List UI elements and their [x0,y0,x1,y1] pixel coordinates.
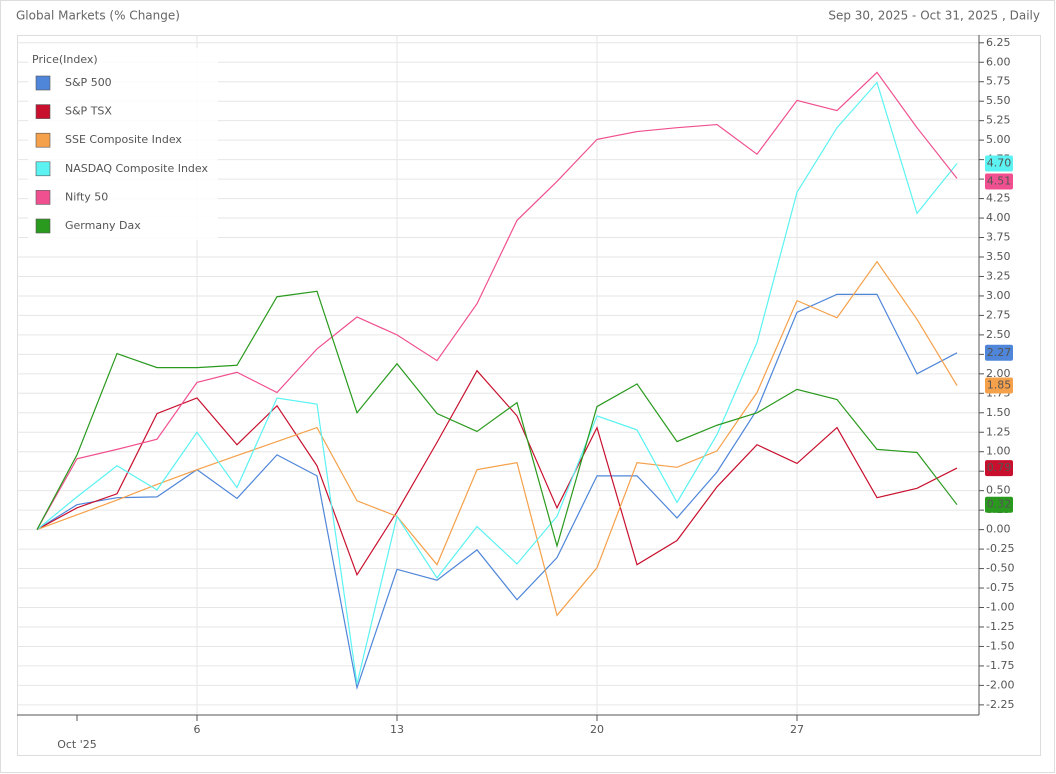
y-tick-label: 6.00 [986,55,1011,68]
x-tick-label: 27 [790,723,804,736]
legend-swatch [35,190,51,205]
y-tick-label: 6.25 [986,36,1011,49]
y-tick-label: -0.25 [986,542,1014,555]
chart-subtitle: Sep 30, 2025 - Oct 31, 2025 , Daily [828,9,1040,23]
legend-swatch [35,161,51,177]
y-tick-label: 3.50 [986,250,1011,263]
series-line [36,260,958,617]
y-tick-label: 1.50 [986,406,1011,419]
series-lines [36,71,958,691]
value-badge [985,344,1013,361]
y-tick-label: 1.00 [986,445,1011,458]
value-badge [985,173,1013,190]
legend-label: NASDAQ Composite Index [65,162,208,175]
y-tick-label: -2.00 [986,678,1014,691]
y-tick-label: 0.00 [986,523,1011,536]
value-label: 0.79 [987,461,1012,474]
legend-swatch [35,104,51,119]
series-line [36,369,958,577]
x-tick-label: 6 [194,723,201,736]
value-label: 4.70 [987,157,1012,170]
y-tick-label: 5.50 [986,94,1011,107]
value-badge [985,496,1013,513]
series-line [36,81,958,684]
chart-title: Global Markets (% Change) [16,9,180,23]
y-tick-label: 5.25 [986,114,1011,127]
y-tick-label: 0.50 [986,484,1011,497]
series-line [36,71,958,530]
y-tick-label: 4.00 [986,211,1011,224]
legend-box [28,48,218,240]
y-tick-label: 4.25 [986,192,1011,205]
legend-swatch [35,132,51,148]
y-tick-label: 1.25 [986,425,1011,438]
y-tick-label: 2.00 [986,367,1011,380]
legend-label: Nifty 50 [65,190,108,203]
axes: 6.256.005.755.505.255.004.754.504.254.00… [57,36,1014,751]
legend-swatch [35,75,51,91]
plot-frame [17,35,1041,756]
value-label: 2.27 [987,346,1012,359]
value-badge [985,377,1013,394]
legend: Price(Index) S&P 500 S&P TSX SSE Composite… [28,48,218,240]
y-tick-label: 3.00 [986,289,1011,302]
series-line [36,293,958,691]
legend-swatch [35,218,51,234]
value-label: 0.32 [987,498,1012,511]
x-tick-label: 20 [590,723,604,736]
y-tick-label: 5.00 [986,133,1011,146]
x-tick-label: Oct '25 [57,738,97,751]
y-tick-label: 2.50 [986,328,1011,341]
y-tick-label: -0.50 [986,562,1014,575]
value-badge [985,460,1013,477]
legend-label: SSE Composite Index [65,133,182,146]
y-tick-label: -0.75 [986,581,1014,594]
value-label: 1.85 [987,379,1012,392]
y-tick-label: -1.00 [986,601,1014,614]
y-tick-label: -1.75 [986,659,1014,672]
y-tick-label: -1.50 [986,639,1014,652]
y-tick-label: 3.25 [986,269,1011,282]
value-badge [985,155,1013,172]
y-tick-label: 5.75 [986,75,1011,88]
legend-label: Germany Dax [65,219,141,232]
x-tick-label: 13 [390,723,404,736]
legend-title: Price(Index) [32,53,98,66]
series-line [36,290,958,549]
legend-label: S&P TSX [65,105,112,118]
legend-label: S&P 500 [65,76,112,89]
value-label: 4.51 [987,175,1012,188]
y-tick-label: -1.25 [986,620,1014,633]
y-tick-label: 2.75 [986,308,1011,321]
y-tick-label: -2.25 [986,698,1014,711]
y-tick-label: 3.75 [986,231,1011,244]
